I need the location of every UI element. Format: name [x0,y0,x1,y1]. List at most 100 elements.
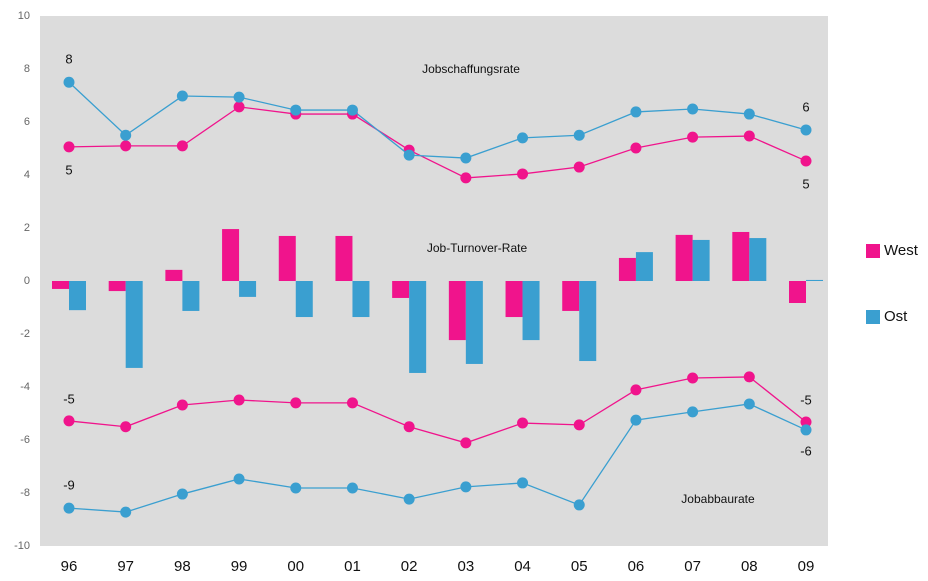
y-tick-label: 2 [24,222,30,234]
plot-area [40,16,828,546]
marker [460,481,472,493]
marker [573,129,585,141]
marker [233,101,245,113]
marker [800,416,812,428]
marker [176,488,188,500]
y-tick-label: 0 [24,275,30,287]
marker [63,76,75,88]
marker [460,437,472,449]
marker [120,506,132,518]
marker [403,149,415,161]
line [68,376,807,444]
marker [800,424,812,436]
bar [222,229,240,281]
bar [108,281,126,292]
marker [63,502,75,514]
x-tick-label: 02 [401,558,418,575]
marker [517,168,529,180]
bar [52,281,69,289]
bar [692,239,710,281]
marker [517,417,529,429]
x-tick-label: 96 [61,558,78,575]
bar [732,231,750,281]
bar [635,252,653,281]
marker [460,152,472,164]
marker [346,397,358,409]
marker [800,155,812,167]
legend-label: Ost [884,308,908,325]
x-tick-label: 01 [344,558,361,575]
marker [290,482,302,494]
x-tick-label: 05 [571,558,588,575]
marker [743,371,755,383]
data-label: 5 [65,162,72,177]
marker [687,406,699,418]
marker [743,130,755,142]
marker [290,104,302,116]
marker [120,421,132,433]
bar [505,281,523,318]
marker [687,131,699,143]
x-tick-label: 99 [231,558,248,575]
marker [176,399,188,411]
bar [295,281,313,318]
marker [403,493,415,505]
marker [687,372,699,384]
marker [233,91,245,103]
x-tick-label: 06 [628,558,645,575]
y-tick-label: -2 [20,328,30,340]
line [68,403,807,513]
marker [176,140,188,152]
x-tick-label: 07 [684,558,701,575]
x-tick-label: 09 [798,558,815,575]
bar [749,238,767,281]
bar [448,281,466,341]
marker [517,132,529,144]
y-tick-label: 4 [24,169,30,181]
data-label: -6 [800,443,812,458]
marker [743,108,755,120]
bar [239,281,257,297]
bar [182,281,200,311]
marker [120,129,132,141]
y-tick-label: -4 [20,381,30,393]
marker [630,142,642,154]
marker [233,394,245,406]
marker [630,384,642,396]
marker [346,482,358,494]
annotation: Jobschaffungsrate [422,62,520,76]
marker [800,124,812,136]
bar [69,281,86,311]
marker [630,106,642,118]
data-label: -9 [63,478,75,493]
bar [522,281,540,341]
bar [125,281,143,368]
x-tick-label: 97 [117,558,134,575]
marker [573,419,585,431]
marker [63,141,75,153]
data-label: 8 [65,52,72,67]
annotation: Job-Turnover-Rate [427,241,528,255]
line [68,81,807,159]
marker [573,161,585,173]
line [68,106,807,179]
marker [460,172,472,184]
marker [63,415,75,427]
y-tick-label: 8 [24,63,30,75]
marker [233,473,245,485]
x-tick-label: 98 [174,558,191,575]
bar [165,269,183,281]
marker [120,140,132,152]
marker [743,398,755,410]
annotation: Jobabbaurate [681,492,755,506]
marker [687,103,699,115]
bar [562,281,580,311]
bar [618,257,636,281]
data-label: -5 [800,392,812,407]
bar [675,234,693,281]
y-tick-label: 6 [24,116,30,128]
x-tick-label: 03 [458,558,475,575]
x-tick-label: 04 [514,558,531,575]
y-tick-label: -8 [20,487,30,499]
